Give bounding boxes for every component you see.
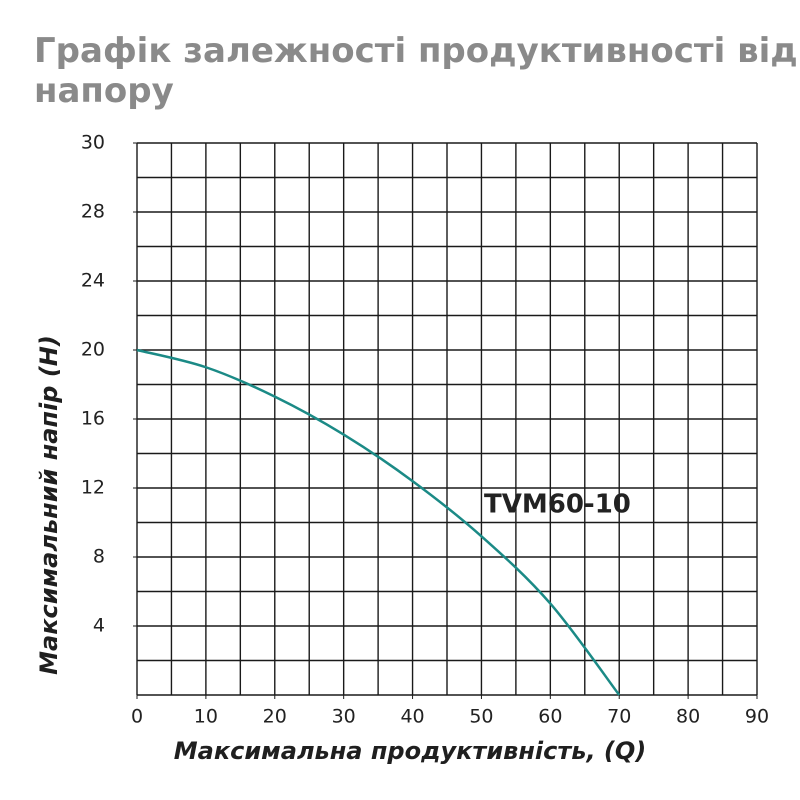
y-tick-label: 8 — [93, 546, 105, 568]
x-tick-label: 80 — [676, 706, 700, 728]
x-tick-label: 50 — [469, 706, 493, 728]
y-tick-label: 24 — [81, 270, 105, 292]
x-tick-label: 70 — [607, 706, 631, 728]
chart-title: Графік залежності продуктивності від — [34, 31, 798, 71]
y-axis-label: Максимальний напір (H) — [35, 335, 63, 675]
series-label: TVM60-10 — [484, 490, 631, 520]
x-axis-label: Максимальна продуктивність, (Q) — [174, 737, 647, 765]
x-tick-label: 60 — [538, 706, 562, 728]
y-tick-label: 12 — [81, 477, 105, 499]
x-tick-label: 40 — [400, 706, 424, 728]
line — [136, 348, 621, 696]
chart-title: напору — [34, 71, 174, 111]
x-tick-label: 0 — [131, 706, 143, 728]
x-tick-label: 20 — [263, 706, 287, 728]
y-tick-label: 28 — [81, 201, 105, 223]
x-tick-label: 90 — [745, 706, 769, 728]
y-tick-label: 16 — [81, 408, 105, 430]
y-tick-label: 20 — [81, 339, 105, 361]
x-tick-label: 30 — [332, 706, 356, 728]
y-tick-label: 30 — [81, 132, 105, 154]
x-tick-label: 10 — [194, 706, 218, 728]
y-tick-label: 4 — [93, 615, 105, 637]
